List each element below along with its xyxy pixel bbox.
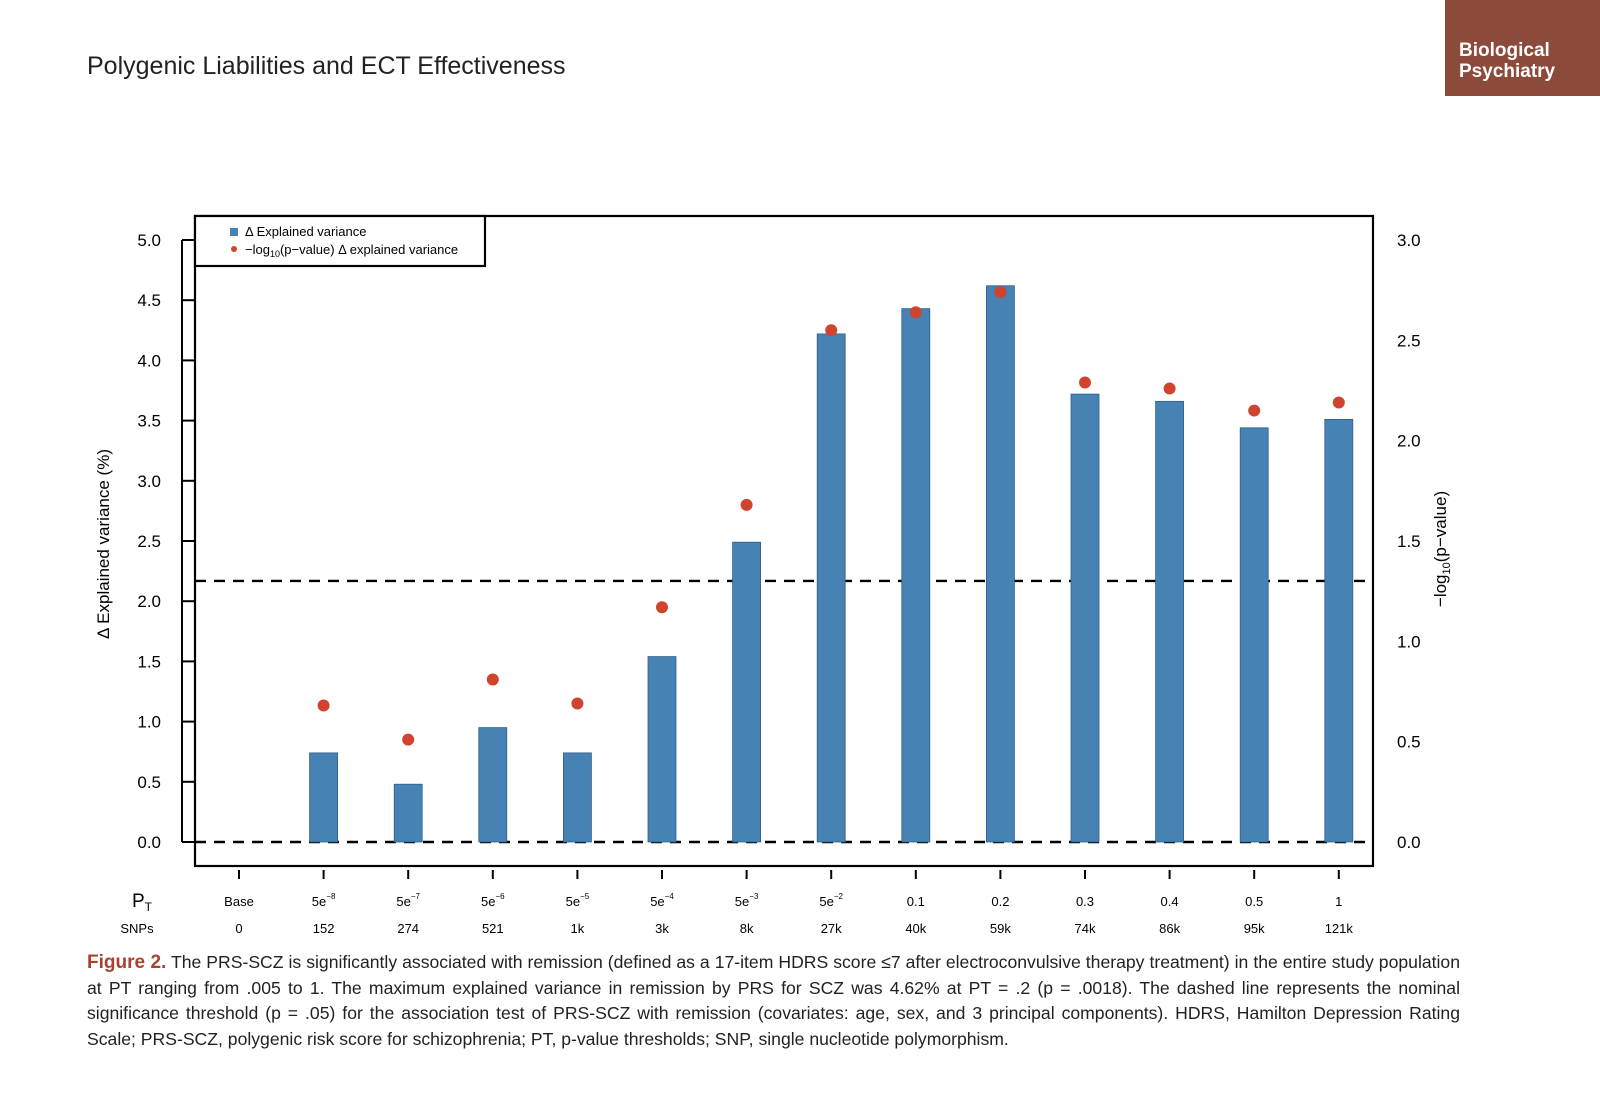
right-tick-label: 2.0	[1397, 432, 1421, 451]
left-tick-label: 1.5	[137, 652, 161, 671]
x-tick-label-snps: 95k	[1244, 921, 1265, 936]
legend-entry-points: −log10(p−value) Δ explained variance	[245, 242, 458, 259]
right-tick-label: 1.0	[1397, 632, 1421, 651]
point-neglog10-p	[994, 286, 1007, 299]
left-tick-label: 4.5	[137, 291, 161, 310]
bar-explained-variance	[1070, 393, 1100, 843]
point-neglog10-p	[656, 601, 668, 614]
point-neglog10-p	[909, 306, 922, 319]
left-tick-label: 0.0	[137, 833, 161, 852]
point-neglog10-p	[486, 673, 499, 686]
caption-text: The PRS-SCZ is significantly associated …	[87, 952, 1461, 1049]
x-tick-label-snps: 86k	[1159, 921, 1180, 936]
x-tick-label-pt: 5e−3	[735, 892, 759, 909]
left-tick-label: 2.0	[137, 592, 161, 611]
x-tick-label-pt: 5e−5	[566, 892, 590, 909]
bar-explained-variance	[986, 285, 1015, 843]
right-tick-label: 0.0	[1397, 833, 1421, 852]
left-tick-label: 0.5	[137, 773, 161, 792]
x-tick-label-pt: Base	[224, 894, 254, 909]
row-label-snps: SNPs	[120, 921, 154, 936]
legend-bar-swatch	[230, 228, 238, 236]
bar-explained-variance	[309, 752, 339, 843]
bar-explained-variance	[563, 752, 592, 843]
x-tick-label-snps: 521	[482, 921, 504, 936]
brand-line-2: Psychiatry	[1459, 61, 1556, 82]
x-tick-label-snps: 8k	[740, 921, 754, 936]
x-tick-label-snps: 74k	[1075, 921, 1096, 936]
point-neglog10-p	[740, 498, 753, 511]
x-tick-label-snps: 3k	[655, 921, 669, 936]
right-tick-label: 2.5	[1397, 331, 1421, 350]
x-tick-label-pt: 0.2	[991, 894, 1009, 909]
x-tick-label-pt: 0.1	[907, 894, 925, 909]
x-tick-label-pt: 5e−2	[819, 892, 843, 909]
point-neglog10-p	[571, 697, 584, 710]
legend-box	[193, 214, 487, 268]
x-tick-label-pt: 5e−6	[481, 892, 505, 909]
explained-variance-chart: 0.0 0.5 1.0 1.5 2.0 2.5 3.0 3.5 4.0 4.5 5.0 0.0 0.5 1…	[94, 214, 1453, 936]
x-tick-label-snps: 27k	[821, 921, 842, 936]
bar-explained-variance	[816, 333, 846, 843]
x-tick-label-pt: 0.4	[1161, 894, 1179, 909]
bar-explained-variance	[393, 783, 423, 843]
page-title: Polygenic Liabilities and ECT Effectiven…	[87, 52, 566, 80]
point-neglog10-p	[402, 733, 415, 746]
legend-point-swatch	[231, 246, 237, 252]
point-neglog10-p	[825, 324, 838, 337]
left-tick-label: 3.0	[137, 472, 161, 491]
left-tick-label: 2.5	[137, 532, 161, 551]
bar-explained-variance	[1324, 418, 1354, 843]
x-tick-label-snps: 40k	[905, 921, 926, 936]
point-neglog10-p	[1163, 382, 1176, 395]
left-tick-label: 1.0	[137, 713, 161, 732]
left-axis-title: Δ Explained variance (%)	[94, 449, 113, 639]
bar-explained-variance	[732, 541, 761, 843]
x-tick-label-pt: 5e−8	[312, 892, 336, 909]
x-tick-label-pt: 5e−4	[650, 892, 674, 909]
bar-explained-variance	[901, 308, 931, 843]
x-tick-label-snps: 274	[397, 921, 419, 936]
right-tick-label: 3.0	[1397, 231, 1421, 250]
x-tick-label-snps: 152	[313, 921, 335, 936]
x-tick-label-pt: 5e−7	[396, 892, 420, 909]
point-neglog10-p	[1079, 376, 1091, 389]
plot-frame	[193, 214, 1375, 868]
bar-explained-variance	[1155, 400, 1184, 843]
figure-label: Figure 2.	[87, 952, 167, 973]
bar-explained-variance	[478, 727, 508, 843]
x-tick-label-pt: 0.5	[1245, 894, 1263, 909]
point-neglog10-p	[1248, 404, 1261, 417]
left-tick-label: 5.0	[137, 231, 161, 250]
bar-explained-variance	[1239, 427, 1269, 843]
x-tick-label-pt: 0.3	[1076, 894, 1094, 909]
x-tick-label-snps: 0	[235, 921, 242, 936]
x-tick-label-pt: 1	[1335, 894, 1342, 909]
x-tick-label-snps: 1k	[571, 921, 585, 936]
left-tick-label: 4.0	[137, 351, 161, 370]
point-neglog10-p	[1332, 396, 1345, 409]
brand-line-1: Biological	[1459, 40, 1550, 61]
right-axis-title: −log10(p−value)	[1431, 491, 1453, 607]
bar-explained-variance	[647, 656, 677, 843]
right-tick-label: 0.5	[1397, 733, 1421, 752]
left-tick-label: 3.5	[137, 412, 161, 431]
point-neglog10-p	[317, 699, 330, 712]
legend-entry-bars: Δ Explained variance	[245, 224, 366, 239]
journal-brand-badge: Biological Psychiatry	[1445, 0, 1600, 96]
x-tick-label-snps: 59k	[990, 921, 1011, 936]
row-label-pt: PT	[132, 891, 153, 914]
right-tick-label: 1.5	[1397, 532, 1421, 551]
x-tick-label-snps: 121k	[1325, 921, 1354, 936]
figure-caption: Figure 2. The PRS-SCZ is significantly a…	[87, 950, 1460, 1052]
